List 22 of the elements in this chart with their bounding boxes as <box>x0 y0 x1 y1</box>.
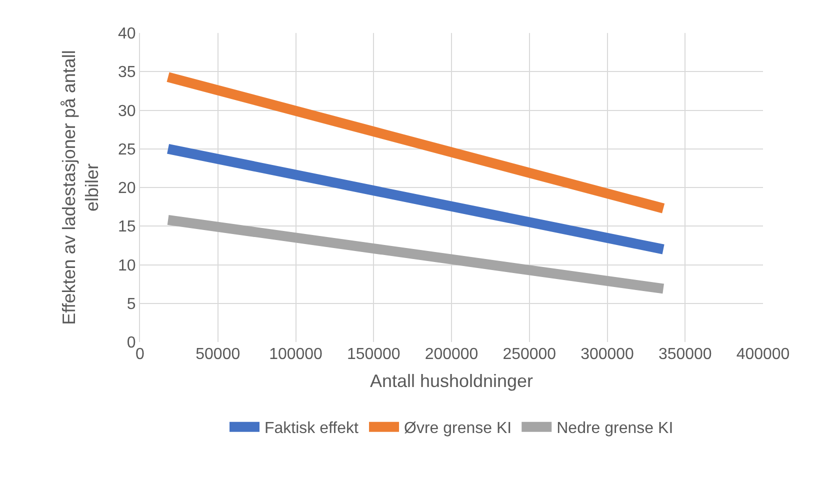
legend-label: Øvre grense KI <box>404 420 512 438</box>
y-tick-label: 35 <box>118 64 136 82</box>
x-tick-label: 250000 <box>502 346 556 363</box>
y-tick-label: 20 <box>118 180 136 198</box>
y-tick-label: 15 <box>118 218 136 236</box>
y-tick-label: 5 <box>126 296 136 313</box>
y-tick-label: 30 <box>118 102 136 120</box>
legend-label: Nedre grense KI <box>556 420 674 438</box>
x-tick-label: 400000 <box>736 346 790 363</box>
y-tick-label: 40 <box>118 26 136 43</box>
y-tick-label: 10 <box>118 257 136 274</box>
x-tick-label: 300000 <box>580 346 634 363</box>
x-tick-label: 200000 <box>424 346 478 363</box>
legend-label: Faktisk effekt <box>264 420 360 438</box>
y-tick-label: 0 <box>126 334 136 352</box>
y-axis-title: Effekten av ladestasjoner på antall elbiler <box>58 50 102 325</box>
x-tick-label: 50000 <box>196 346 240 363</box>
x-tick-label: 100000 <box>269 346 323 363</box>
x-tick-label: 150000 <box>346 346 400 363</box>
x-axis-title: Antall husholdninger <box>370 371 534 392</box>
x-tick-label: 350000 <box>658 346 712 363</box>
y-tick-label: 25 <box>118 141 136 158</box>
